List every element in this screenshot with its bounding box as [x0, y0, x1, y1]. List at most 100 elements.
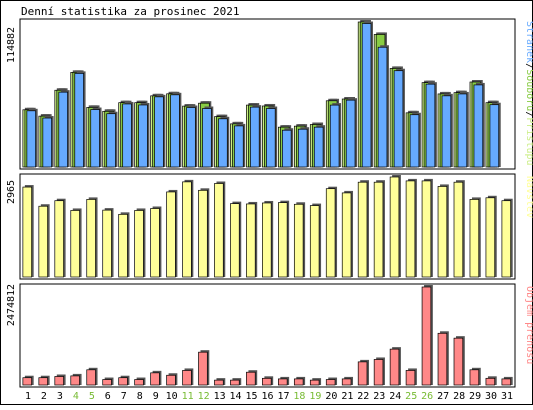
bar-visits-návštěv: [86, 199, 96, 278]
x-tick-label: 1: [25, 391, 31, 402]
legend: Objem přenosu: [524, 286, 533, 364]
x-tick-label: 15: [246, 391, 258, 402]
bar-hits-files-pages-stránek: [250, 106, 260, 168]
bar-hits-files-pages-stránek: [234, 125, 244, 168]
bar-hits-files-pages-stránek: [377, 46, 388, 168]
legend-entry: Objem přenosu: [524, 286, 533, 364]
bar-hits-files-pages-stránek: [122, 103, 132, 168]
bar-hits-files-pages-stránek: [90, 109, 100, 168]
bar-kbytes-objem-přenosu: [54, 376, 64, 386]
legend-entry: Stránek: [524, 21, 533, 63]
bar-kbytes-objem-přenosu: [102, 379, 112, 386]
bar-hits-files-pages-stránek: [138, 104, 148, 168]
bar-visits-návštěv: [182, 181, 192, 278]
bar-visits-návštěv: [389, 176, 400, 278]
bar-kbytes-objem-přenosu: [134, 379, 144, 386]
x-tick-label: 2: [41, 391, 47, 402]
bar-hits-files-pages-stránek: [106, 113, 116, 168]
bar-hits-files-pages-stránek: [489, 104, 500, 168]
x-tick-label: 6: [105, 391, 111, 402]
bar-kbytes-objem-přenosu: [214, 379, 224, 386]
x-tick-label: 7: [121, 391, 127, 402]
bar-kbytes-objem-přenosu: [373, 359, 384, 386]
bar-kbytes-objem-přenosu: [70, 375, 80, 386]
chart-panels: 114882 Stránek/Souborů/Přístupů 2965Návště…: [6, 18, 533, 388]
bar-hits-files-pages-stránek: [329, 104, 340, 168]
bar-visits-návštěv: [405, 180, 416, 278]
x-tick-label: 9: [153, 391, 159, 402]
bar-kbytes-objem-přenosu: [309, 379, 320, 386]
bar-hits-files-pages-stránek: [361, 23, 372, 168]
bar-visits-návštěv: [421, 180, 432, 278]
panel-kbytes: 2474812 Objem přenosu: [6, 283, 533, 388]
bar-hits-files-pages-stránek: [186, 107, 196, 168]
bar-visits-návštěv: [278, 202, 288, 278]
bar-kbytes-objem-přenosu: [485, 377, 496, 386]
bar-kbytes-objem-přenosu: [469, 369, 480, 386]
x-tick-label: 3: [57, 391, 63, 402]
bar-visits-návštěv: [246, 203, 256, 278]
bar-visits-návštěv: [214, 183, 224, 278]
bar-visits-návštěv: [230, 203, 240, 278]
bar-kbytes-objem-přenosu: [22, 377, 33, 386]
bar-hits-files-pages-stránek: [218, 118, 228, 168]
x-axis-labels: 1 2 3 4 5 6 7 8 9 10 11 12 13 14 15 16 17 18 19 20 21 22 23 24 2…: [25, 391, 513, 402]
bar-visits-návštěv: [325, 188, 336, 278]
bar-hits-files-pages-stránek: [170, 94, 180, 168]
legend: Návštěv: [524, 176, 533, 218]
bar-hits-files-pages-stránek: [473, 84, 484, 168]
x-tick-label: 11: [182, 391, 194, 402]
bar-hits-files-pages-stránek: [282, 129, 292, 168]
x-tick-label: 26: [421, 391, 433, 402]
x-tick-label: 20: [325, 391, 337, 402]
x-tick-label: 5: [89, 391, 95, 402]
bar-visits-návštěv: [453, 181, 464, 278]
bar-visits-návštěv: [150, 208, 160, 278]
x-tick-label: 27: [437, 391, 449, 402]
bar-hits-files-pages-stránek: [154, 96, 164, 168]
legend: Stránek/Souborů/Přístupů: [524, 21, 533, 166]
x-tick-label: 17: [277, 391, 289, 402]
chart-title: Denní statistika za prosinec 2021: [21, 5, 240, 18]
y-max-label: 114882: [6, 27, 17, 63]
bar-hits-files-pages-stránek: [441, 95, 452, 168]
x-tick-label: 19: [309, 391, 321, 402]
bar-hits-files-pages-stránek: [409, 114, 420, 168]
bar-kbytes-objem-přenosu: [293, 378, 304, 386]
bar-kbytes-objem-přenosu: [246, 371, 256, 386]
bar-visits-návštěv: [102, 209, 112, 278]
bar-visits-návštěv: [341, 192, 352, 278]
bar-visits-návštěv: [357, 181, 368, 278]
bar-kbytes-objem-přenosu: [86, 369, 96, 386]
bar-kbytes-objem-přenosu: [325, 379, 336, 386]
bar-kbytes-objem-přenosu: [421, 286, 432, 386]
bar-hits-files-pages-stránek: [297, 128, 308, 168]
panel-visits: 2965 Návštěv: [6, 173, 533, 280]
bar-kbytes-objem-přenosu: [278, 378, 288, 386]
bar-visits-návštěv: [166, 191, 176, 278]
bar-hits-files-pages-stránek: [74, 73, 84, 168]
bar-hits-files-pages-stránek: [313, 126, 324, 168]
bar-visits-návštěv: [437, 186, 448, 278]
x-tick-label: 18: [293, 391, 305, 402]
bar-kbytes-objem-přenosu: [389, 348, 400, 386]
bar-kbytes-objem-přenosu: [341, 378, 352, 386]
legend-separator: /: [524, 63, 533, 69]
bar-hits-files-pages-stránek: [393, 70, 404, 168]
x-tick-label: 30: [485, 391, 497, 402]
x-tick-label: 16: [261, 391, 273, 402]
bar-hits-files-pages-stránek: [457, 93, 468, 168]
x-tick-label: 12: [198, 391, 210, 402]
bar-visits-návštěv: [70, 210, 80, 278]
x-tick-label: 25: [405, 391, 417, 402]
x-tick-label: 8: [137, 391, 143, 402]
bar-visits-návštěv: [54, 200, 64, 278]
x-tick-label: 22: [357, 391, 369, 402]
x-tick-label: 13: [214, 391, 226, 402]
bar-kbytes-objem-přenosu: [182, 370, 192, 386]
bar-visits-návštěv: [38, 205, 48, 278]
x-tick-label: 14: [230, 391, 242, 402]
bar-kbytes-objem-přenosu: [405, 370, 416, 386]
bar-hits-files-pages-stránek: [58, 91, 68, 168]
